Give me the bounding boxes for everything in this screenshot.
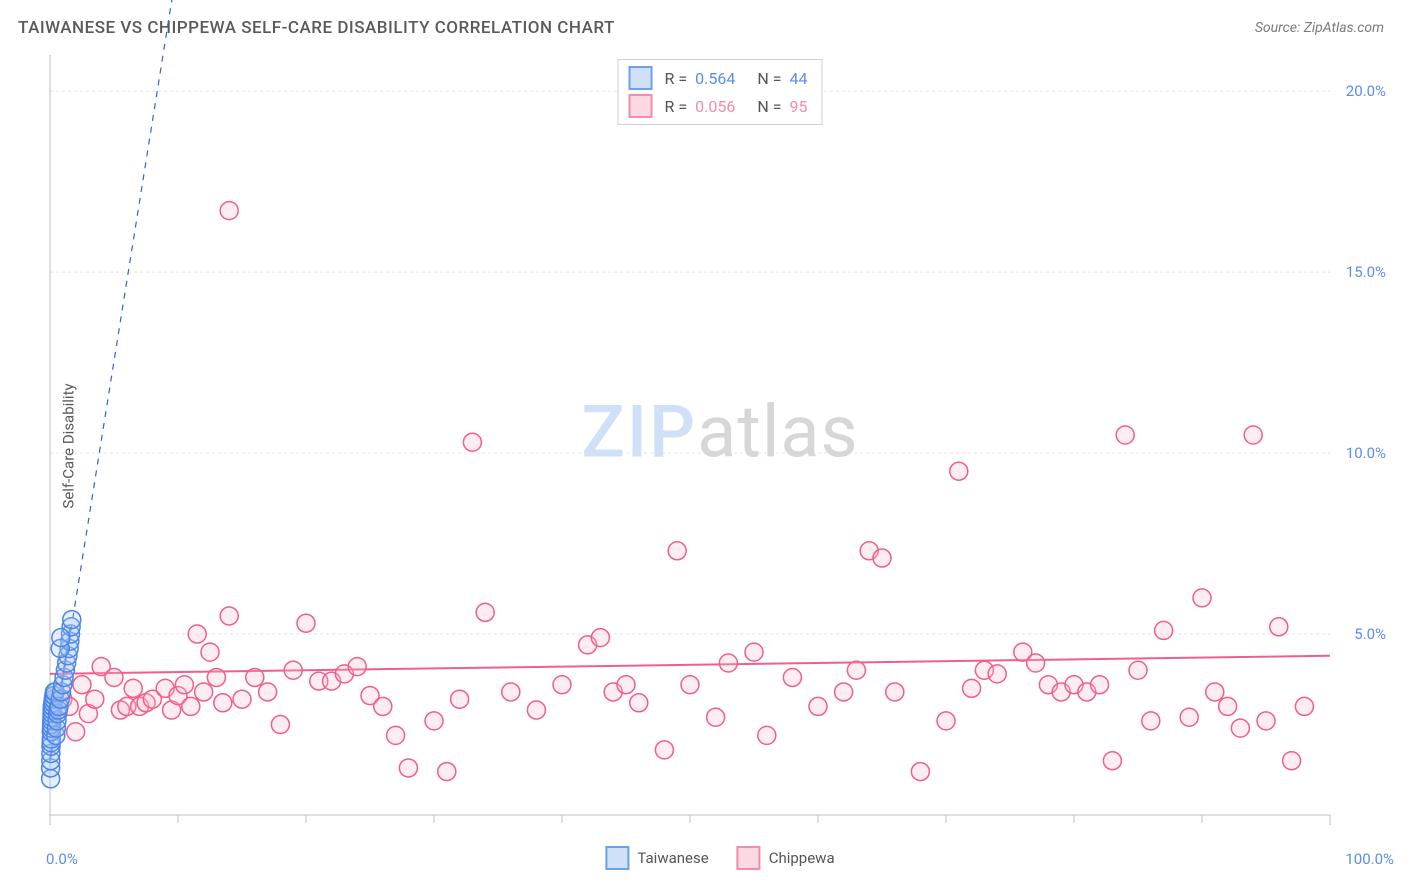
chart-title: TAIWANESE VS CHIPPEWA SELF-CARE DISABILI… [18,18,615,38]
legend-item-taiwanese: Taiwanese [605,846,708,870]
n-label: N = [757,69,781,88]
correlation-legend-box: R = 0.564 N = 44 R = 0.056 N = 95 [618,59,823,125]
series-legend: Taiwanese Chippewa [605,846,834,870]
y-tick-label: 20.0% [1346,82,1386,100]
swatch-chippewa [629,94,653,118]
n-label: N = [757,97,781,116]
x-tick-label-max: 100.0% [1345,850,1394,868]
chart-container: TAIWANESE VS CHIPPEWA SELF-CARE DISABILI… [0,0,1406,892]
y-tick-label: 5.0% [1354,625,1386,643]
legend-row-taiwanese: R = 0.564 N = 44 [629,64,808,92]
legend-row-chippewa: R = 0.056 N = 95 [629,92,808,120]
r-value-chippewa: 0.056 [695,97,735,116]
n-value-chippewa: 95 [789,97,807,116]
r-label: R = [665,97,688,116]
legend-label-taiwanese: Taiwanese [637,849,708,867]
swatch-taiwanese [605,846,629,870]
y-tick-label: 15.0% [1346,263,1386,281]
n-value-taiwanese: 44 [789,69,807,88]
plot-area: ZIPatlas R = 0.564 N = 44 R = 0.056 N = … [50,55,1390,840]
legend-label-chippewa: Chippewa [769,849,835,867]
legend-item-chippewa: Chippewa [737,846,835,870]
scatter-plot [50,55,1390,840]
swatch-taiwanese [629,66,653,90]
swatch-chippewa [737,846,761,870]
r-label: R = [665,69,688,88]
source-attribution: Source: ZipAtlas.com [1255,20,1384,36]
x-tick-label-min: 0.0% [46,850,78,868]
y-tick-label: 10.0% [1346,444,1386,462]
r-value-taiwanese: 0.564 [695,69,735,88]
